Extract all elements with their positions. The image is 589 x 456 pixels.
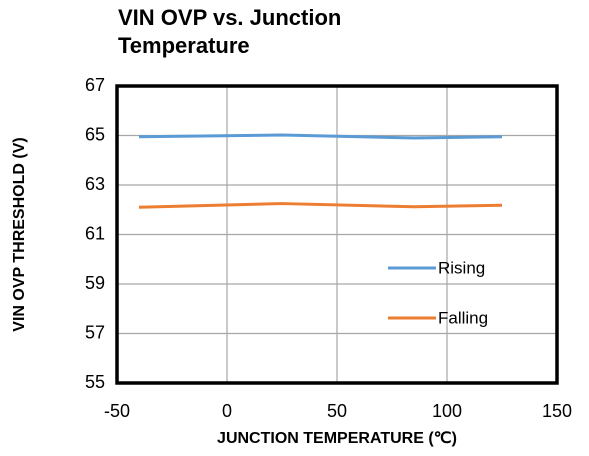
legend-label: Rising [438, 258, 485, 277]
y-axis-label: VIN OVP THRESHOLD (V) [11, 137, 28, 331]
x-tick-label: 150 [542, 401, 572, 421]
x-tick-label: 50 [327, 401, 347, 421]
y-tick-label: 63 [85, 174, 105, 194]
y-tick-label: 61 [85, 223, 105, 243]
y-tick-label: 67 [85, 75, 105, 95]
x-axis-label: JUNCTION TEMPERATURE (℃) [217, 430, 457, 447]
x-tick-label: -50 [104, 401, 130, 421]
y-tick-label: 57 [85, 322, 105, 342]
y-tick-label: 65 [85, 124, 105, 144]
line-series [138, 133, 503, 140]
plot-frame [115, 84, 559, 385]
line-series [138, 202, 503, 209]
y-tick-label: 55 [85, 372, 105, 392]
legend-label: Falling [438, 308, 488, 327]
x-tick-label: 100 [432, 401, 462, 421]
y-tick-label: 59 [85, 273, 105, 293]
chart-title: VIN OVP vs. Junction Temperature [118, 5, 342, 58]
x-tick-label: 0 [222, 401, 232, 421]
